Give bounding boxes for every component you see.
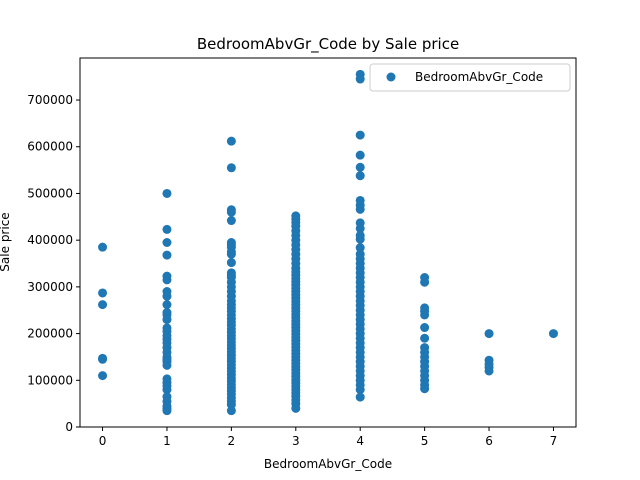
legend-label: BedroomAbvGr_Code <box>415 70 543 84</box>
data-point <box>226 249 236 259</box>
x-tick-label: 1 <box>163 434 171 448</box>
data-point <box>98 300 108 310</box>
y-tick-label: 200000 <box>27 327 73 341</box>
data-point <box>355 243 365 253</box>
y-tick-label: 0 <box>65 420 73 434</box>
x-tick-label: 4 <box>356 434 364 448</box>
data-point <box>226 163 236 173</box>
data-point <box>420 323 430 333</box>
data-point <box>162 188 172 198</box>
data-point <box>355 130 365 140</box>
data-point <box>355 171 365 181</box>
y-axis-label: Sale price <box>0 212 12 271</box>
y-tick-label: 500000 <box>27 186 73 200</box>
chart-title: BedroomAbvGr_Code by Sale price <box>197 35 459 54</box>
y-tick-label: 100000 <box>27 373 73 387</box>
data-point <box>355 234 365 244</box>
x-tick-label: 3 <box>292 434 300 448</box>
x-tick-label: 2 <box>228 434 236 448</box>
data-point <box>420 277 430 287</box>
data-point <box>162 360 172 370</box>
data-point <box>162 315 172 325</box>
y-axis: 0 100000 200000 300000 400000 500000 600000 700… <box>27 93 80 434</box>
data-point <box>98 354 108 364</box>
data-point <box>162 238 172 247</box>
data-point <box>226 207 236 217</box>
data-point <box>355 162 365 172</box>
x-axis-label: BedroomAbvGr_Code <box>264 457 392 471</box>
data-point <box>420 333 430 343</box>
data-point <box>162 406 172 416</box>
data-point <box>162 300 172 310</box>
y-tick-label: 700000 <box>27 93 73 107</box>
data-point <box>226 258 236 268</box>
data-point <box>162 275 172 285</box>
data-point <box>484 366 494 376</box>
data-point <box>355 74 365 84</box>
data-point <box>355 150 365 160</box>
legend: BedroomAbvGr_Code <box>369 63 571 92</box>
data-point <box>162 250 172 260</box>
y-tick-label: 400000 <box>27 233 73 247</box>
data-point <box>291 403 301 413</box>
data-point <box>355 392 365 402</box>
x-axis: 0 1 2 3 4 5 6 7 <box>99 427 558 448</box>
data-point <box>162 224 172 234</box>
y-tick-label: 300000 <box>27 280 73 294</box>
data-point <box>484 329 494 339</box>
data-point <box>420 310 430 320</box>
data-point <box>355 223 365 233</box>
data-point <box>226 216 236 226</box>
x-tick-label: 5 <box>421 434 429 448</box>
data-point <box>162 385 172 395</box>
data-point <box>98 242 108 252</box>
data-point <box>162 291 172 301</box>
data-point <box>98 288 108 298</box>
legend-box <box>369 63 571 92</box>
data-point <box>226 406 236 416</box>
data-point <box>355 204 365 214</box>
x-tick-label: 6 <box>485 434 493 448</box>
plot-frame <box>79 57 577 428</box>
data-point <box>98 371 108 381</box>
points-layer <box>98 69 558 416</box>
data-point <box>548 329 558 339</box>
x-tick-label: 7 <box>550 434 558 448</box>
y-tick-label: 600000 <box>27 140 73 154</box>
x-tick-label: 0 <box>99 434 107 448</box>
legend-marker <box>386 72 396 82</box>
data-point <box>355 385 365 395</box>
data-point <box>420 384 430 394</box>
data-point <box>226 136 236 146</box>
